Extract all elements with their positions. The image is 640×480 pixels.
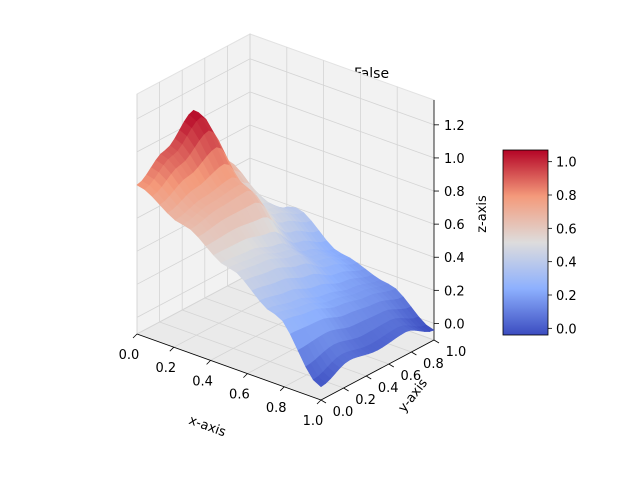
y-tick-label: 0.4 [378,381,399,396]
y-tick-label: 0.6 [400,369,421,384]
y-tick-mark [388,363,395,368]
y-tick-label: 0.2 [355,393,376,408]
z-tick-label: 0.0 [444,317,465,332]
colorbar-tick-label: 0.4 [556,256,577,271]
x-tick-mark [316,399,322,405]
z-tick-label: 1.2 [444,119,465,134]
x-axis-label: x-axis [187,413,228,440]
z-tick-label: 0.4 [444,251,465,266]
x-tick-mark [279,386,285,392]
y-tick-mark [365,375,372,380]
y-tick-mark [320,399,327,404]
y-tick-label: 1.0 [446,345,467,360]
colorbar-tick-label: 1.0 [556,156,577,171]
y-axis-line [320,339,435,401]
z-tick-label: 0.8 [444,185,465,200]
x-tick-label: 0.4 [192,374,213,389]
colorbar-tick-label: 0.2 [556,289,577,304]
x-tick-label: 0.8 [266,401,287,416]
x-axis-line [136,333,322,401]
colorbar-tick-label: 0.0 [556,322,577,337]
x-tick-label: 1.0 [303,414,324,429]
y-tick-label: 0.0 [333,405,354,420]
gridline-z [136,58,435,126]
z-tick-label: 0.2 [444,284,465,299]
gridline-z [136,91,435,159]
y-tick-mark [433,339,440,344]
x-tick-mark [206,360,211,365]
surface-plot [136,109,435,388]
colorbar: 0.0 0.2 0.4 0.6 0.8 1.0 [502,149,577,337]
tick-labels: 0.00.20.40.60.81.00.00.20.40.60.81.00.00… [119,119,467,429]
z-tick-label: 0.6 [444,218,465,233]
x-tick-label: 0.6 [229,388,250,403]
surface-patch [312,376,327,388]
colorbar-tick-label: 0.8 [556,189,577,204]
y-tick-mark [411,351,417,356]
x-tick-mark [132,333,138,339]
x-tick-label: 0.2 [155,361,176,376]
z-tick-label: 1.0 [444,152,465,167]
x-tick-mark [243,373,248,378]
z-axis-label: z-axis [475,195,490,233]
colorbar-tick-label: 0.6 [556,222,577,237]
y-tick-mark [343,387,349,392]
y-tick-label: 0.8 [423,357,444,372]
x-tick-mark [169,346,175,352]
x-tick-label: 0.0 [119,348,140,363]
colorbar-gradient [502,149,549,336]
